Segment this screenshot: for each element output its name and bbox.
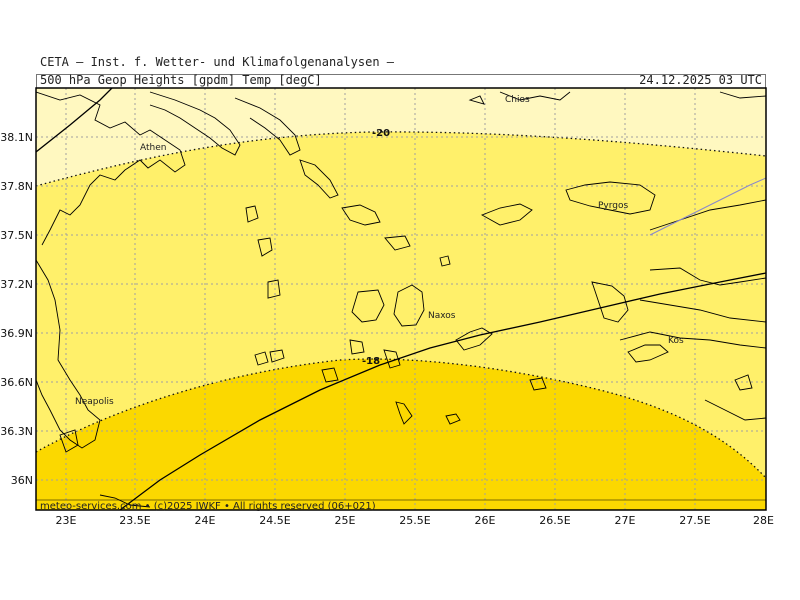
lon-tick: 27E bbox=[615, 514, 636, 527]
place-chios: Chios bbox=[505, 95, 530, 105]
coastlines bbox=[36, 91, 766, 508]
header-frame bbox=[36, 74, 766, 88]
lon-tick: 23.5E bbox=[119, 514, 150, 527]
place-kos: Kos bbox=[668, 336, 684, 346]
lat-tick: 38.1N bbox=[0, 131, 33, 144]
border-line bbox=[649, 177, 766, 236]
lon-tick: 25.5E bbox=[399, 514, 430, 527]
place-pyrgos: Pyrgos bbox=[598, 201, 629, 211]
lon-tick: 27.5E bbox=[679, 514, 710, 527]
lon-tick: 26E bbox=[475, 514, 496, 527]
institute-title: CETA — Inst. f. Wetter- und Klimafolgena… bbox=[40, 55, 395, 69]
lat-axis: 38.1N 37.8N 37.5N 37.2N 36.9N 36.6N 36.3… bbox=[0, 131, 33, 487]
lat-tick: 36N bbox=[11, 474, 33, 487]
lat-tick: 37.2N bbox=[0, 278, 33, 291]
lat-tick: 36.9N bbox=[0, 327, 33, 340]
lon-tick: 26.5E bbox=[539, 514, 570, 527]
lon-tick: 28E bbox=[753, 514, 774, 527]
isotherm-minus20 bbox=[36, 131, 766, 187]
lat-tick: 37.8N bbox=[0, 180, 33, 193]
lon-tick: 23E bbox=[56, 514, 77, 527]
lon-tick: 25E bbox=[335, 514, 356, 527]
lat-lon-grid bbox=[36, 88, 766, 510]
band-warmest bbox=[36, 359, 766, 510]
lat-tick: 36.3N bbox=[0, 425, 33, 438]
lat-tick: 37.5N bbox=[0, 229, 33, 242]
footer-credit: meteo-services.com • (c)2025 IWKF • All … bbox=[40, 501, 376, 512]
place-athen: Athen bbox=[140, 143, 166, 153]
geopotential-contour bbox=[36, 88, 113, 153]
label-minus18: -18 bbox=[362, 356, 380, 367]
valid-time: 24.12.2025 03 UTC bbox=[639, 73, 762, 87]
lon-tick: 24.5E bbox=[259, 514, 290, 527]
label-minus20: -20 bbox=[372, 128, 390, 139]
map-frame bbox=[35, 87, 767, 511]
place-naxos: Naxos bbox=[428, 311, 456, 321]
geopotential-contour-2 bbox=[119, 272, 766, 510]
lat-tick: 36.6N bbox=[0, 376, 33, 389]
lon-tick: 24E bbox=[195, 514, 216, 527]
place-neapolis: Neapolis bbox=[75, 397, 114, 407]
lon-axis: 23E 23.5E 24E 24.5E 25E 25.5E 26E 26.5E … bbox=[56, 514, 775, 527]
product-title: 500 hPa Geop Heights [gpdm] Temp [degC] bbox=[40, 73, 322, 87]
